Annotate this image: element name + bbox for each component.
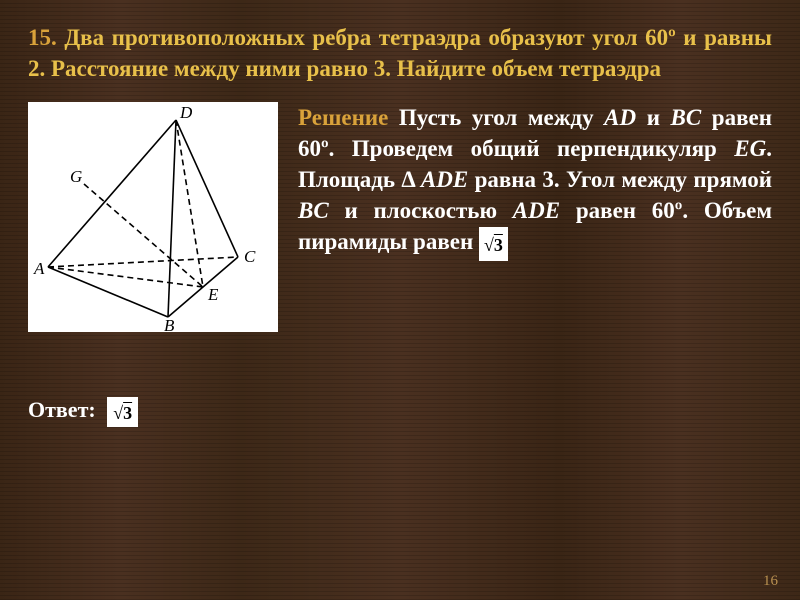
page-number: 16 [763, 573, 778, 590]
answer-block: Ответ: √3 [28, 397, 278, 427]
problem-text: Два противоположных ребра тетраэдра обра… [28, 25, 772, 81]
problem-statement: 15. Два противоположных ребра тетраэдра … [0, 0, 800, 94]
problem-number: 15. [28, 25, 57, 50]
solution-result: √3 [479, 227, 508, 260]
answer-label: Ответ: [28, 397, 96, 422]
answer-value: √3 [107, 397, 138, 427]
svg-text:E: E [207, 285, 219, 304]
solution-block: Решение Пусть угол между AD и BC равен 6… [298, 102, 772, 427]
svg-text:G: G [70, 167, 82, 186]
content-row: A B C D E G Ответ: √3 Решение Пусть угол межд… [0, 94, 800, 427]
svg-text:C: C [244, 247, 256, 266]
left-column: A B C D E G Ответ: √3 [28, 102, 278, 427]
svg-text:A: A [33, 259, 45, 278]
tetrahedron-figure: A B C D E G [28, 102, 278, 332]
svg-text:B: B [164, 316, 175, 332]
svg-text:D: D [179, 103, 193, 122]
solution-label: Решение [298, 105, 388, 130]
